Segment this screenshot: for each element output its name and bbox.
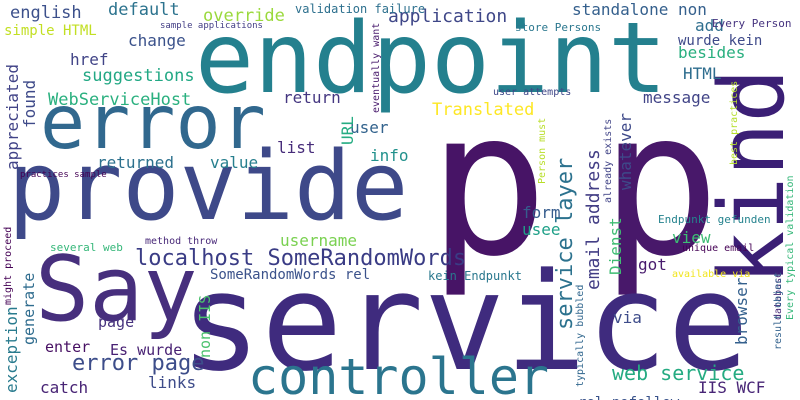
cloud-word: usee <box>522 220 561 239</box>
cloud-word: validation failure <box>295 2 426 16</box>
cloud-word: p <box>428 68 549 301</box>
cloud-word: default <box>108 0 180 20</box>
cloud-word: generate <box>20 272 38 345</box>
cloud-word: several web <box>50 241 123 254</box>
cloud-word: service layer <box>553 157 578 330</box>
cloud-word: eventually want <box>371 22 382 113</box>
cloud-word: application <box>388 6 508 27</box>
cloud-word: URL <box>338 116 357 145</box>
cloud-word: rel nofollow <box>578 396 679 400</box>
cloud-word: catch <box>40 378 89 397</box>
cloud-word: WebServiceHost <box>48 90 192 110</box>
cloud-word: best practices <box>729 80 740 165</box>
cloud-word: web service <box>612 361 745 385</box>
cloud-word: Every Person <box>712 17 792 30</box>
cloud-word: user <box>350 118 389 137</box>
cloud-word: unique email <box>682 243 755 254</box>
cloud-word: simple HTML <box>4 23 97 39</box>
cloud-word: appreciated <box>3 64 22 170</box>
cloud-word: error <box>40 78 266 166</box>
cloud-word: Dienst <box>606 217 625 275</box>
cloud-word: list <box>277 138 316 157</box>
cloud-word: message <box>643 88 711 107</box>
cloud-word: standalone non <box>572 0 707 19</box>
cloud-word: error page <box>72 351 205 376</box>
cloud-word: practices sample <box>20 170 107 180</box>
cloud-word: override <box>203 6 285 26</box>
cloud-word: provide <box>8 132 409 242</box>
cloud-word: Es wurde <box>110 341 183 359</box>
cloud-word: href <box>70 50 109 69</box>
cloud-word: wurde kein <box>678 33 763 49</box>
cloud-word: sample applications <box>160 21 263 31</box>
cloud-word: Endpunkt gefunden <box>658 213 771 226</box>
cloud-word: whatever <box>616 112 635 190</box>
cloud-word: Person must <box>537 117 548 184</box>
cloud-word: non IIS <box>196 294 214 358</box>
cloud-word: add <box>695 16 724 35</box>
cloud-word: Every typical validation <box>785 175 796 321</box>
cloud-word: store Persons <box>515 21 602 34</box>
cloud-word: Translated <box>432 100 535 120</box>
cloud-word: IIS WCF <box>698 378 766 397</box>
cloud-word: info <box>370 146 409 165</box>
cloud-word: available via <box>672 269 751 280</box>
cloud-word: kein Endpunkt <box>428 269 522 283</box>
cloud-word: service <box>180 244 749 400</box>
cloud-word: besides <box>678 43 746 62</box>
cloud-word: returned <box>97 153 175 172</box>
cloud-word: typically bubbled <box>575 284 586 387</box>
cloud-word: found <box>20 79 39 128</box>
cloud-word: got <box>638 255 667 274</box>
cloud-word: HTML <box>683 64 722 83</box>
cloud-word: username <box>280 231 358 250</box>
cloud-word: change <box>128 31 186 50</box>
cloud-word: english <box>10 3 82 23</box>
cloud-word: via <box>613 308 642 327</box>
cloud-word: return <box>283 88 341 107</box>
cloud-word: might proceed <box>3 226 14 305</box>
cloud-word: page <box>98 313 135 331</box>
cloud-word: links <box>148 373 197 392</box>
cloud-word: enter <box>45 338 91 356</box>
cloud-word: view <box>672 228 711 247</box>
cloud-word: form <box>522 203 561 222</box>
cloud-word: user attempts <box>493 87 572 98</box>
cloud-word: browser <box>732 277 751 345</box>
cloud-word: value <box>210 153 259 172</box>
cloud-word: controller <box>248 348 550 400</box>
cloud-word: localhost SomeRandomWords <box>135 246 467 271</box>
cloud-word: SomeRandomWords rel <box>210 267 371 283</box>
cloud-word: result object <box>773 271 784 350</box>
cloud-word: email address <box>583 149 604 290</box>
cloud-word: Say <box>35 237 198 342</box>
cloud-word: exception <box>2 306 21 393</box>
cloud-word: method throw <box>145 236 218 247</box>
cloud-word: p <box>600 68 721 301</box>
cloud-word: already exists <box>603 118 614 203</box>
cloud-word: suggestions <box>82 66 195 86</box>
cloud-word: endpoint <box>195 2 668 116</box>
